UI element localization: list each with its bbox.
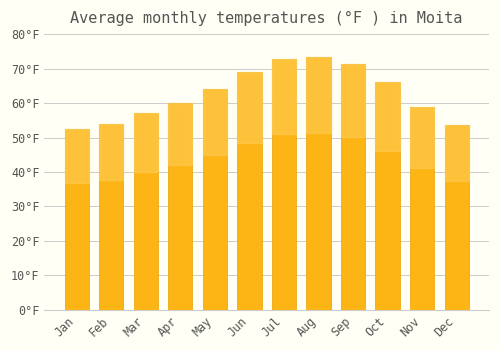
Bar — [444, 126, 468, 181]
Bar — [272, 60, 296, 134]
Bar — [444, 126, 468, 310]
Bar — [306, 57, 330, 310]
Bar — [238, 72, 262, 310]
Bar — [341, 63, 365, 137]
Bar — [341, 63, 365, 310]
Bar — [64, 129, 89, 310]
Bar — [203, 89, 227, 155]
Bar — [134, 113, 158, 310]
Bar — [238, 72, 262, 144]
Bar — [168, 103, 192, 165]
Bar — [410, 106, 434, 310]
Bar — [376, 83, 400, 310]
Bar — [64, 129, 89, 183]
Bar — [168, 103, 192, 310]
Bar — [410, 106, 434, 168]
Title: Average monthly temperatures (°F ) in Moita: Average monthly temperatures (°F ) in Mo… — [70, 11, 463, 26]
Bar — [134, 113, 158, 172]
Bar — [99, 124, 124, 180]
Bar — [203, 89, 227, 310]
Bar — [272, 60, 296, 310]
Bar — [376, 83, 400, 150]
Bar — [306, 57, 330, 133]
Bar — [99, 124, 124, 310]
